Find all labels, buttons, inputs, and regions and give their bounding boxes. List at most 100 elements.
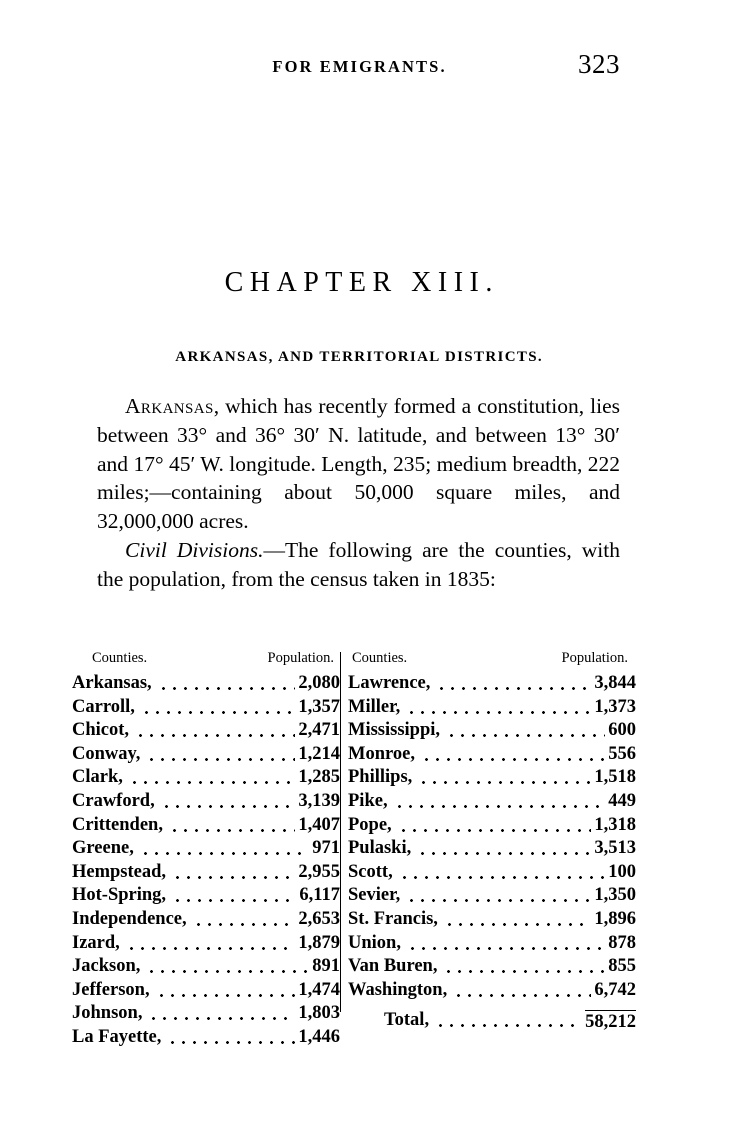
county-population: 1,318	[594, 814, 636, 835]
county-population: 600	[608, 720, 636, 741]
leader-dots	[444, 922, 591, 926]
paragraph-civil-divisions: Civil Divisions.—The following are the c…	[97, 536, 620, 594]
county-population: 971	[312, 838, 340, 859]
table-row: Crittenden, 1,407	[72, 815, 340, 839]
paragraph-civil-divisions-text: —The following are the counties, with th…	[97, 537, 620, 591]
leader-dots	[161, 804, 295, 808]
county-name: Crittenden,	[72, 814, 163, 835]
table-row: Phillips, 1,518	[348, 767, 636, 791]
county-name: Independence,	[72, 908, 187, 929]
table-row: St. Francis, 1,896	[348, 909, 636, 933]
county-name: Pulaski,	[348, 838, 412, 859]
leader-dots	[406, 710, 591, 714]
paragraph-geography-text: , which has recently formed a constituti…	[97, 394, 620, 534]
table-row: Van Buren, 855	[348, 956, 636, 980]
county-name: Arkansas,	[72, 673, 152, 693]
table-row: Jefferson, 1,474	[72, 980, 340, 1004]
county-population: 1,373	[594, 696, 636, 717]
table-left-column: Counties. Population. Arkansas, 2,080 Carr…	[72, 650, 340, 1051]
table-row: Carroll, 1,357	[72, 697, 340, 721]
body-text: Arkansas, which has recently formed a co…	[97, 392, 620, 594]
county-population: 6,742	[594, 979, 636, 1000]
county-name: Union,	[348, 932, 401, 953]
leader-dots	[421, 757, 605, 761]
leader-dots	[126, 946, 295, 950]
table-row: Union, 878	[348, 933, 636, 957]
leader-dots	[435, 1024, 582, 1028]
county-name: Scott,	[348, 861, 393, 882]
leader-dots	[436, 687, 591, 690]
county-name: Jefferson,	[72, 979, 150, 1000]
running-head-title: FOR EMIGRANTS.	[272, 57, 447, 76]
county-population: 100	[608, 861, 636, 882]
county-population: 2,955	[298, 861, 340, 882]
leader-dots	[407, 946, 605, 950]
leader-dots	[394, 804, 605, 808]
county-population: 1,214	[298, 743, 340, 764]
county-name: Monroe,	[348, 743, 415, 764]
county-population: 1,879	[298, 932, 340, 953]
leader-dots	[417, 852, 591, 856]
civil-divisions-leadin: Civil Divisions.	[125, 537, 264, 562]
county-population: 1,446	[298, 1026, 340, 1047]
state-name-leadin: Arkansas	[125, 394, 214, 418]
leader-dots	[141, 710, 295, 714]
leader-dots	[446, 734, 605, 738]
leader-dots	[453, 993, 591, 997]
county-name: St. Francis,	[348, 908, 438, 929]
leader-dots	[443, 970, 605, 974]
column-divider-line	[340, 652, 341, 1012]
county-name: Washington,	[348, 979, 448, 1000]
table-row: La Fayette, 1,446	[72, 1027, 340, 1051]
county-name: Hot-Spring,	[72, 885, 167, 906]
leader-dots	[146, 970, 309, 974]
table-right-column: Counties. Population. Lawrence, 3,844 Mill…	[342, 650, 636, 1051]
county-population: 878	[608, 932, 636, 953]
county-name: Johnson,	[72, 1003, 143, 1024]
county-name: Clark,	[72, 767, 123, 788]
county-population: 1,803	[298, 1003, 340, 1024]
table-row: Jackson, 891	[72, 956, 340, 980]
county-population: 556	[608, 743, 636, 764]
county-name: Greene,	[72, 838, 134, 859]
chapter-subtitle: ARKANSAS, AND TERRITORIAL DISTRICTS.	[175, 349, 544, 365]
column-header-population: Population.	[267, 650, 334, 666]
county-population: 3,844	[594, 673, 636, 693]
total-label: Total,	[384, 1010, 430, 1031]
county-name: Conway,	[72, 743, 141, 764]
leader-dots	[193, 922, 295, 926]
table-header-left: Counties. Population.	[72, 650, 340, 673]
table-header-right: Counties. Population.	[348, 650, 636, 673]
county-population: 2,471	[298, 720, 340, 741]
table-row: Arkansas, 2,080	[72, 673, 340, 697]
table-row: Scott, 100	[348, 862, 636, 886]
county-name: Pike,	[348, 790, 388, 811]
county-name: Hempstead,	[72, 861, 167, 882]
table-row: Greene, 971	[72, 838, 340, 862]
county-name: La Fayette,	[72, 1026, 162, 1047]
page-number: 323	[578, 49, 620, 79]
leader-dots	[172, 875, 295, 879]
county-name: Chicot,	[72, 720, 130, 741]
leader-dots	[172, 899, 296, 903]
leader-dots	[148, 1017, 295, 1021]
table-row: Pope, 1,318	[348, 815, 636, 839]
total-population: 58,212	[585, 1010, 636, 1033]
county-population: 3,513	[594, 838, 636, 859]
county-name: Jackson,	[72, 956, 141, 977]
county-population: 1,474	[298, 979, 340, 1000]
leader-dots	[418, 781, 591, 785]
table-row: Sevier, 1,350	[348, 885, 636, 909]
leader-dots	[398, 828, 591, 832]
county-population: 6,117	[299, 885, 340, 906]
county-population: 891	[312, 956, 340, 977]
table-row: Mississippi, 600	[348, 720, 636, 744]
paragraph-geography: Arkansas, which has recently formed a co…	[97, 392, 620, 536]
table-row: Crawford, 3,139	[72, 791, 340, 815]
leader-dots	[146, 757, 295, 761]
leader-dots	[406, 899, 591, 903]
leader-dots	[135, 734, 295, 738]
table-row: Conway, 1,214	[72, 744, 340, 768]
table-row: Washington, 6,742	[348, 980, 636, 1004]
leader-dots	[129, 781, 295, 785]
